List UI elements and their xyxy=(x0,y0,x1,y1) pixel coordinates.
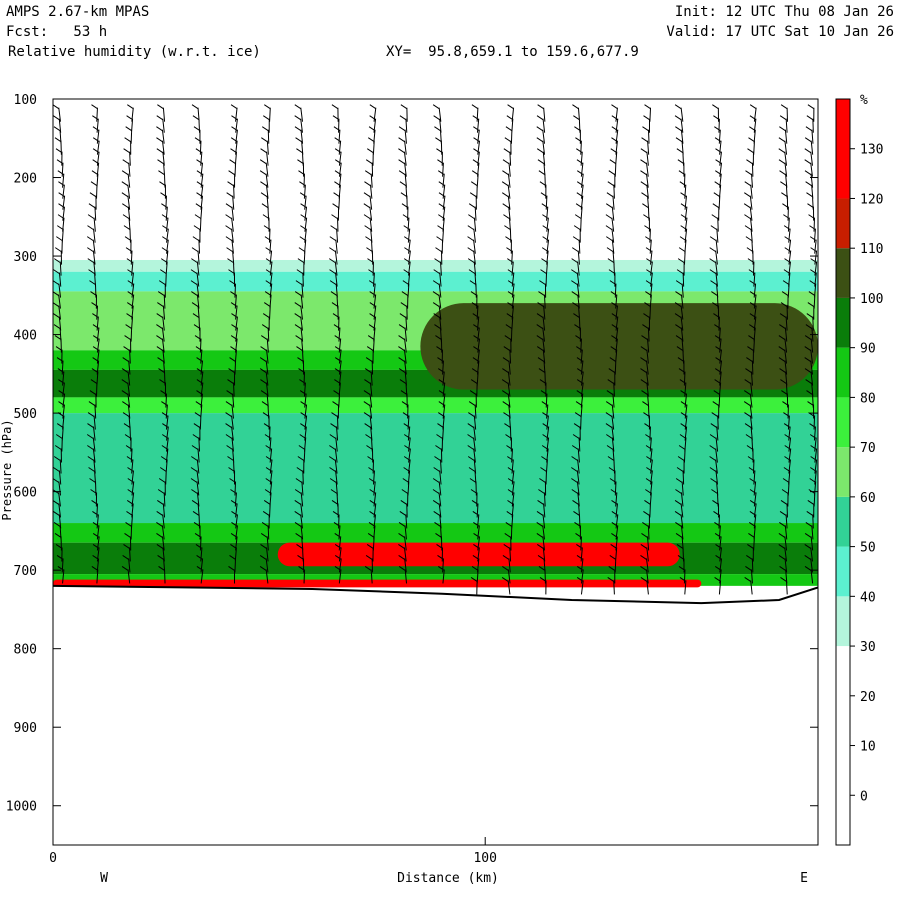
terrain-line xyxy=(53,584,818,605)
colorbar-bin xyxy=(836,347,850,398)
colorbar-bin xyxy=(836,198,850,249)
y-tick-label: 500 xyxy=(14,407,37,422)
plot-area xyxy=(53,259,818,845)
colorbar-bin xyxy=(836,596,850,647)
wind-barb-column xyxy=(259,104,273,584)
x-tick-label: 100 xyxy=(473,851,496,866)
wind-barb-column xyxy=(778,104,792,595)
colorbar-label: 110 xyxy=(860,242,883,257)
colorbar-bin xyxy=(836,248,850,298)
colorbar-bin xyxy=(836,99,850,199)
plot-frame xyxy=(52,98,819,846)
wind-barb-column xyxy=(536,104,550,595)
colorbar-bin xyxy=(836,297,850,348)
wind-barb-column xyxy=(467,104,481,595)
east-label: E xyxy=(800,871,808,886)
west-label: W xyxy=(100,871,108,886)
model-title: AMPS 2.67-km MPAS xyxy=(6,4,150,20)
colorbar-label: 70 xyxy=(860,441,876,456)
wind-barb-column xyxy=(398,104,411,584)
y-tick-label: 400 xyxy=(14,329,37,344)
terrain-mask xyxy=(53,585,818,845)
wind-barb-column xyxy=(121,104,135,584)
colorbar-label: 0 xyxy=(860,789,868,804)
wind-barb-column xyxy=(294,104,308,584)
axes: 100 200 300 400 500 600 700 800 900 1000 0 100 xyxy=(6,93,819,866)
colorbar-label: 130 xyxy=(860,143,883,158)
xy-range: XY= 95.8,659.1 to 159.6,677.9 xyxy=(386,44,639,60)
colorbar-label: 80 xyxy=(860,391,876,406)
y-tick-label: 1000 xyxy=(6,800,37,815)
wind-barbs xyxy=(52,104,818,595)
colorbar-bin xyxy=(836,546,850,597)
field-name: Relative humidity (w.r.t. ice) xyxy=(8,44,261,60)
x-axis-label: Distance (km) xyxy=(397,871,499,886)
colorbar-bin xyxy=(836,397,850,448)
y-tick-label: 800 xyxy=(14,643,37,658)
wind-barb-column xyxy=(674,104,688,595)
colorbar-bin xyxy=(836,447,850,497)
wind-barb-column xyxy=(86,104,100,584)
wind-barb-column xyxy=(605,104,619,595)
y-tick-label: 600 xyxy=(14,486,37,501)
colorbar-label: 100 xyxy=(860,292,883,307)
colorbar-bin xyxy=(836,496,850,547)
colorbar-frame xyxy=(835,98,851,846)
wind-barb-column xyxy=(432,104,446,584)
y-tick-label: 700 xyxy=(14,564,37,579)
surface-supersaturation xyxy=(53,579,702,588)
wind-barb-column xyxy=(709,104,723,595)
wind-barb-column xyxy=(743,104,757,595)
colorbar-label: 10 xyxy=(860,740,876,755)
colorbar-label: 50 xyxy=(860,541,876,556)
colorbar-bin xyxy=(836,646,850,845)
init-time: Init: 12 UTC Thu 08 Jan 26 xyxy=(674,4,894,20)
colorbar-label: 90 xyxy=(860,342,876,357)
colorbar-label: 40 xyxy=(860,590,876,605)
wind-barb-column xyxy=(640,104,653,595)
rh-layer xyxy=(53,259,818,272)
colorbar-label: 60 xyxy=(860,491,876,506)
colorbar-label: 30 xyxy=(860,640,876,655)
x-tick-label: 0 xyxy=(49,851,57,866)
wind-barb-column xyxy=(190,104,204,584)
wind-barb-column xyxy=(804,104,818,584)
wind-barb-column xyxy=(328,104,342,584)
wind-barb-column xyxy=(225,104,238,584)
colorbar-label: 20 xyxy=(860,690,876,705)
y-tick-label: 200 xyxy=(14,172,37,187)
wind-barb-column xyxy=(571,104,584,595)
rh-layer xyxy=(53,523,818,543)
wind-barb-column xyxy=(363,104,377,584)
y-tick-label: 300 xyxy=(14,250,37,265)
moist-layer-east xyxy=(420,303,818,390)
valid-time: Valid: 17 UTC Sat 10 Jan 26 xyxy=(666,24,894,40)
y-tick-label: 100 xyxy=(14,93,37,108)
wind-barb-column xyxy=(52,104,66,584)
colorbar-unit: % xyxy=(860,93,868,108)
wind-barb-column xyxy=(156,104,169,584)
y-axis-label: Pressure (hPa) xyxy=(0,419,14,520)
y-tick-label: 900 xyxy=(14,721,37,736)
colorbar: 0 10 20 30 40 50 60 70 80 90 100 110 120 130 xyxy=(835,98,883,846)
rh-layer xyxy=(53,413,818,524)
rh-layer xyxy=(53,397,818,414)
colorbar-label: 120 xyxy=(860,192,883,207)
wind-barb-column xyxy=(501,104,515,595)
forecast-hour: Fcst: 53 h xyxy=(6,24,108,40)
